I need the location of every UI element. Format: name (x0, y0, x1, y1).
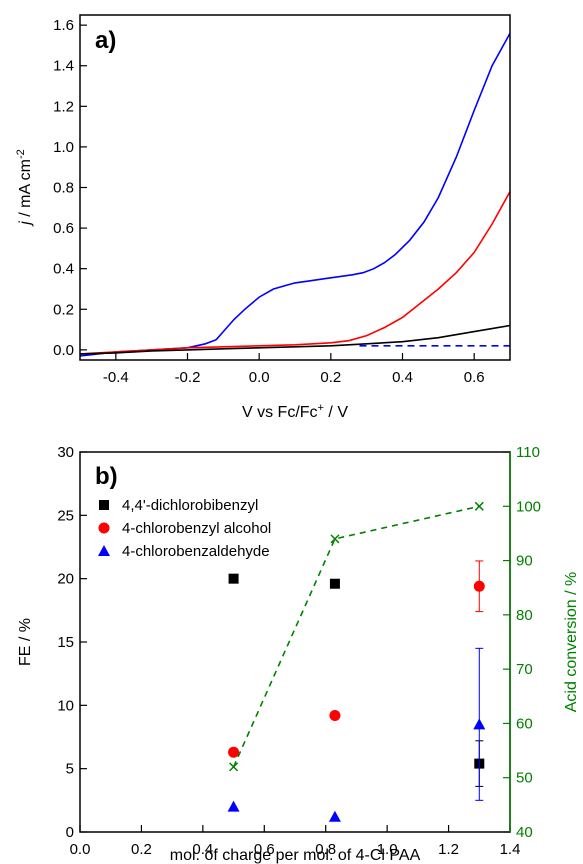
a-series-line-2 (79, 324, 511, 355)
panel-a-xlabel: V vs Fc/Fc+ / V (242, 402, 348, 421)
b-point-square (228, 573, 239, 584)
b-ytick-label: 30 (57, 444, 74, 461)
panel-b-ylabel: FE / % (17, 618, 34, 666)
panel-b-xlabel: mol. of charge per mol. of 4-Cl PAA (170, 847, 421, 864)
b-xtick-label: 1.0 (377, 841, 398, 858)
b-ytick-label-right: 70 (516, 661, 533, 678)
panel-a-label: a) (95, 27, 116, 54)
a-ytick-label: 1.2 (53, 98, 74, 115)
b-point-circle (228, 746, 240, 758)
panel-a-frame (79, 14, 511, 361)
b-ytick-label-right: 40 (516, 824, 533, 841)
a-ytick-label: 1.0 (53, 139, 74, 156)
a-xtick-label: 0.4 (392, 369, 413, 386)
b-ytick-label: 20 (57, 571, 74, 588)
b-conversion-line (232, 505, 480, 768)
panel-b-label: b) (95, 463, 118, 490)
b-xtick-label: 1.4 (500, 841, 521, 858)
b-ytick-label: 15 (57, 634, 74, 651)
b-ytick-label-right: 100 (516, 498, 541, 515)
b-ytick-label-right: 110 (516, 444, 540, 461)
b-xtick-label: 0.4 (192, 841, 213, 858)
a-series-line-0 (79, 32, 511, 357)
legend-marker-triangle (98, 545, 110, 556)
b-xtick-label: 0.2 (131, 841, 152, 858)
a-xtick-label: -0.2 (175, 369, 201, 386)
legend-marker-square (99, 500, 109, 510)
b-xtick-label: 0.8 (315, 841, 336, 858)
b-ytick-label-right: 60 (516, 715, 533, 732)
a-ytick-label: 0.2 (53, 301, 74, 318)
panel-b-marks: 0.0 0.2 0.4 0.6 0.8 1.0 1.2 1.4 0 5 10 15 20 25 30 40 50… (57, 444, 541, 858)
legend-label: 4-chlorobenzyl alcohol (122, 520, 271, 537)
legend-label: 4-chlorobenzaldehyde (122, 543, 270, 560)
b-xtick-label: 0.0 (70, 841, 91, 858)
b-ytick-label: 5 (66, 761, 74, 778)
a-ytick-label: 0.6 (53, 220, 74, 237)
b-conversion-point (330, 534, 340, 544)
a-ytick-label: 1.4 (53, 58, 74, 75)
a-ytick-label: 1.6 (53, 17, 74, 34)
panel-a: -0.4 -0.2 0.0 0.2 0.4 0.6 0.0 0.2 0.4 0.6 0.8 1.0 1.… (15, 14, 511, 421)
b-conversion-point (474, 501, 484, 511)
panel-a-marks: -0.4 -0.2 0.0 0.2 0.4 0.6 0.0 0.2 0.4 0.6 0.8 1.0 1.… (53, 17, 511, 386)
b-point-circle (329, 709, 341, 721)
b-point-circle (473, 580, 485, 592)
a-xtick-label: 0.0 (249, 369, 270, 386)
a-ytick-label: 0.8 (53, 180, 74, 197)
b-point-triangle (328, 810, 341, 822)
b-ytick-label: 10 (57, 697, 74, 714)
panel-b: 0.0 0.2 0.4 0.6 0.8 1.0 1.2 1.4 0 5 10 15 20 25 30 40 50… (17, 444, 580, 864)
b-point-triangle (227, 800, 240, 812)
b-ytick-label: 0 (66, 824, 74, 841)
b-conversion-point (229, 762, 239, 772)
a-series-line-1 (79, 191, 511, 355)
legend-label: 4,4'-dichlorobibenzyl (122, 497, 258, 514)
panel-a-ylabel: j / mA cm-2 (15, 149, 34, 227)
panel-b-ylabel-right: Acid conversion / % (563, 572, 580, 713)
b-xtick-label: 0.6 (254, 841, 275, 858)
b-ytick-label-right: 80 (516, 607, 533, 624)
a-ytick-label: 0.0 (53, 342, 74, 359)
b-ytick-label: 25 (57, 507, 74, 524)
panel-b-legend: 4,4'-dichlorobibenzyl 4-chlorobenzyl alco… (98, 497, 271, 560)
a-ytick-label: 0.4 (53, 261, 74, 278)
a-xtick-label: -0.4 (103, 369, 129, 386)
b-ytick-label-right: 50 (516, 770, 533, 787)
legend-marker-circle (98, 522, 110, 534)
a-xtick-label: 0.6 (464, 369, 485, 386)
b-point-square (329, 578, 340, 589)
a-xtick-label: 0.2 (320, 369, 341, 386)
b-ytick-label-right: 90 (516, 553, 533, 570)
b-point-triangle (473, 718, 486, 730)
b-xtick-label: 1.2 (438, 841, 459, 858)
